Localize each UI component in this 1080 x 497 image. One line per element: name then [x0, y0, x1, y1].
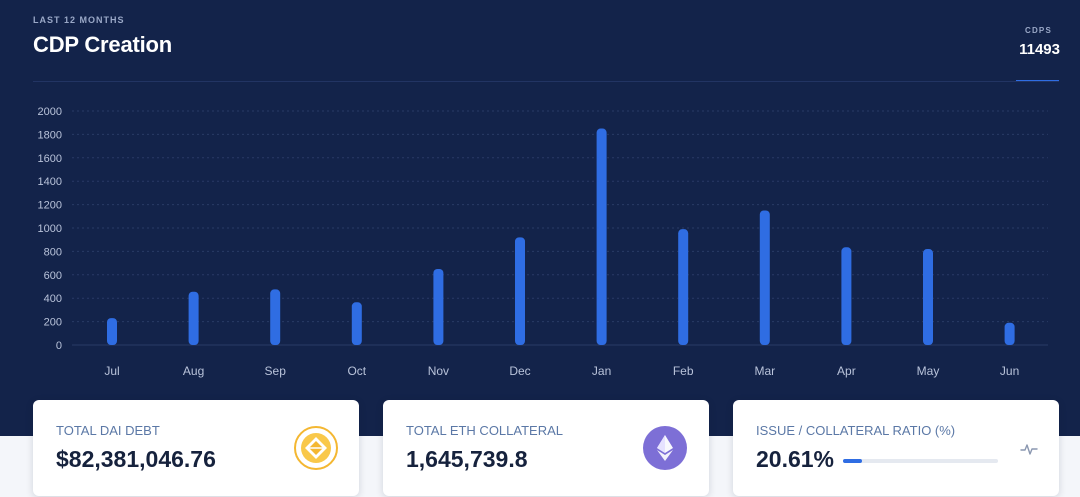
- x-tick-label: Jan: [592, 364, 611, 378]
- y-tick-label: 1200: [38, 200, 62, 212]
- chart-header: LAST 12 MONTHS CDP Creation CDPS 11493: [0, 0, 1080, 82]
- pulse-icon[interactable]: [1020, 440, 1038, 458]
- x-axis-ticks: Jul Aug Sep Oct Nov Dec Jan Feb Mar Apr May Jun: [104, 364, 1019, 378]
- total-eth-collateral-card[interactable]: TOTAL ETH COLLATERAL 1,645,739.8: [383, 400, 709, 496]
- y-tick-label: 200: [44, 317, 62, 329]
- y-tick-label: 600: [44, 270, 62, 282]
- period-label: LAST 12 MONTHS: [33, 15, 125, 25]
- ratio-progress-track: [843, 459, 998, 463]
- issue-collateral-ratio-card[interactable]: ISSUE / COLLATERAL RATIO (%) 20.61%: [733, 400, 1059, 496]
- y-tick-label: 2000: [38, 106, 62, 118]
- eth-coin-icon: [643, 426, 687, 470]
- bar-apr[interactable]: [841, 247, 852, 345]
- bar-jun[interactable]: [1004, 322, 1015, 345]
- bar-may[interactable]: [923, 249, 933, 345]
- total-dai-debt-card[interactable]: TOTAL DAI DEBT $82,381,046.76: [33, 400, 359, 496]
- x-tick-label: Aug: [183, 364, 204, 378]
- card-value: 20.61%: [756, 446, 835, 472]
- x-tick-label: Apr: [837, 364, 856, 378]
- y-tick-label: 1000: [38, 223, 62, 235]
- bars: [107, 128, 1015, 345]
- y-tick-label: 0: [56, 340, 62, 352]
- bar-feb[interactable]: [678, 229, 689, 345]
- x-tick-label: Jun: [1000, 364, 1019, 378]
- cdps-label: CDPS: [1024, 26, 1052, 35]
- x-tick-label: Sep: [265, 364, 287, 378]
- grid-lines: [72, 110, 1048, 346]
- bar-dec[interactable]: [515, 237, 525, 345]
- bar-jan[interactable]: [596, 128, 607, 345]
- bar-jul[interactable]: [107, 318, 117, 345]
- card-value: $82,381,046.76: [56, 446, 216, 472]
- cdps-count[interactable]: 11493: [1019, 41, 1060, 58]
- x-tick-label: Feb: [673, 364, 694, 378]
- x-tick-label: Nov: [428, 364, 449, 378]
- card-label: ISSUE / COLLATERAL RATIO (%): [756, 423, 956, 438]
- header-divider: [33, 81, 1059, 82]
- bar-oct[interactable]: [351, 302, 362, 345]
- x-tick-label: Mar: [754, 364, 775, 378]
- ratio-progress-fill: [843, 459, 863, 463]
- card-value: 1,645,739.8: [406, 446, 528, 472]
- card-label: TOTAL DAI DEBT: [56, 423, 160, 438]
- y-tick-label: 1800: [38, 129, 62, 141]
- x-tick-label: May: [917, 364, 940, 378]
- page-title: CDP Creation: [33, 32, 172, 57]
- cdp-creation-chart: 0 200 400 600 800 1000 1200 1400 1600 1800 2000 Ju…: [38, 106, 1048, 378]
- bar-sep[interactable]: [270, 289, 281, 345]
- y-tick-label: 1400: [38, 176, 62, 188]
- y-tick-label: 400: [44, 293, 62, 305]
- x-tick-label: Oct: [347, 364, 366, 378]
- dai-coin-icon: [294, 426, 338, 470]
- bar-mar[interactable]: [759, 210, 770, 345]
- card-label: TOTAL ETH COLLATERAL: [406, 423, 564, 438]
- y-tick-label: 1600: [38, 153, 62, 165]
- x-tick-label: Jul: [104, 364, 119, 378]
- y-axis-ticks: 0 200 400 600 800 1000 1200 1400 1600 1800 2000: [38, 106, 62, 352]
- y-tick-label: 800: [44, 246, 62, 258]
- bar-aug[interactable]: [188, 291, 199, 345]
- bar-nov[interactable]: [433, 268, 444, 345]
- x-tick-label: Dec: [509, 364, 530, 378]
